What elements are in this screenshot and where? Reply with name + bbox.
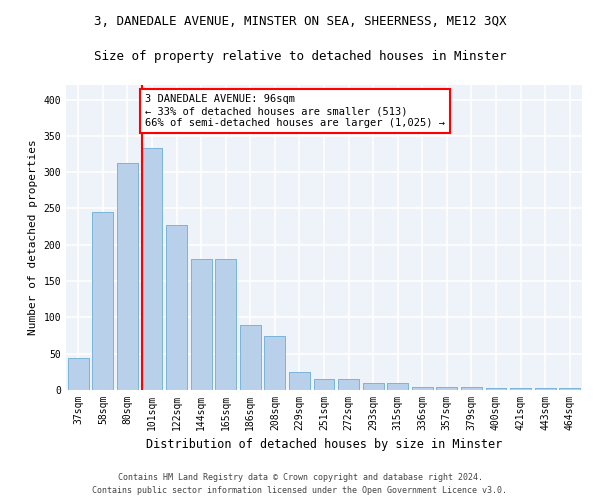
Bar bbox=[215, 260, 236, 390]
Bar bbox=[166, 225, 187, 390]
Text: 3 DANEDALE AVENUE: 96sqm
← 33% of detached houses are smaller (513)
66% of semi-: 3 DANEDALE AVENUE: 96sqm ← 33% of detach… bbox=[145, 94, 445, 128]
Bar bbox=[117, 164, 138, 390]
Bar bbox=[142, 148, 163, 390]
Text: Size of property relative to detached houses in Minster: Size of property relative to detached ho… bbox=[94, 50, 506, 63]
Bar bbox=[436, 387, 457, 390]
Bar bbox=[338, 379, 359, 390]
Bar bbox=[559, 388, 580, 390]
Bar bbox=[387, 384, 408, 390]
Bar bbox=[191, 260, 212, 390]
Text: Contains HM Land Registry data © Crown copyright and database right 2024.: Contains HM Land Registry data © Crown c… bbox=[118, 474, 482, 482]
Bar bbox=[535, 388, 556, 390]
X-axis label: Distribution of detached houses by size in Minster: Distribution of detached houses by size … bbox=[146, 438, 502, 452]
Bar bbox=[362, 384, 383, 390]
Bar bbox=[412, 387, 433, 390]
Bar bbox=[461, 387, 482, 390]
Bar bbox=[289, 372, 310, 390]
Y-axis label: Number of detached properties: Number of detached properties bbox=[28, 140, 38, 336]
Bar bbox=[510, 388, 531, 390]
Bar bbox=[92, 212, 113, 390]
Bar bbox=[265, 336, 286, 390]
Text: 3, DANEDALE AVENUE, MINSTER ON SEA, SHEERNESS, ME12 3QX: 3, DANEDALE AVENUE, MINSTER ON SEA, SHEE… bbox=[94, 15, 506, 28]
Bar bbox=[68, 358, 89, 390]
Bar bbox=[485, 388, 506, 390]
Bar bbox=[240, 326, 261, 390]
Bar bbox=[314, 379, 334, 390]
Text: Contains public sector information licensed under the Open Government Licence v3: Contains public sector information licen… bbox=[92, 486, 508, 495]
